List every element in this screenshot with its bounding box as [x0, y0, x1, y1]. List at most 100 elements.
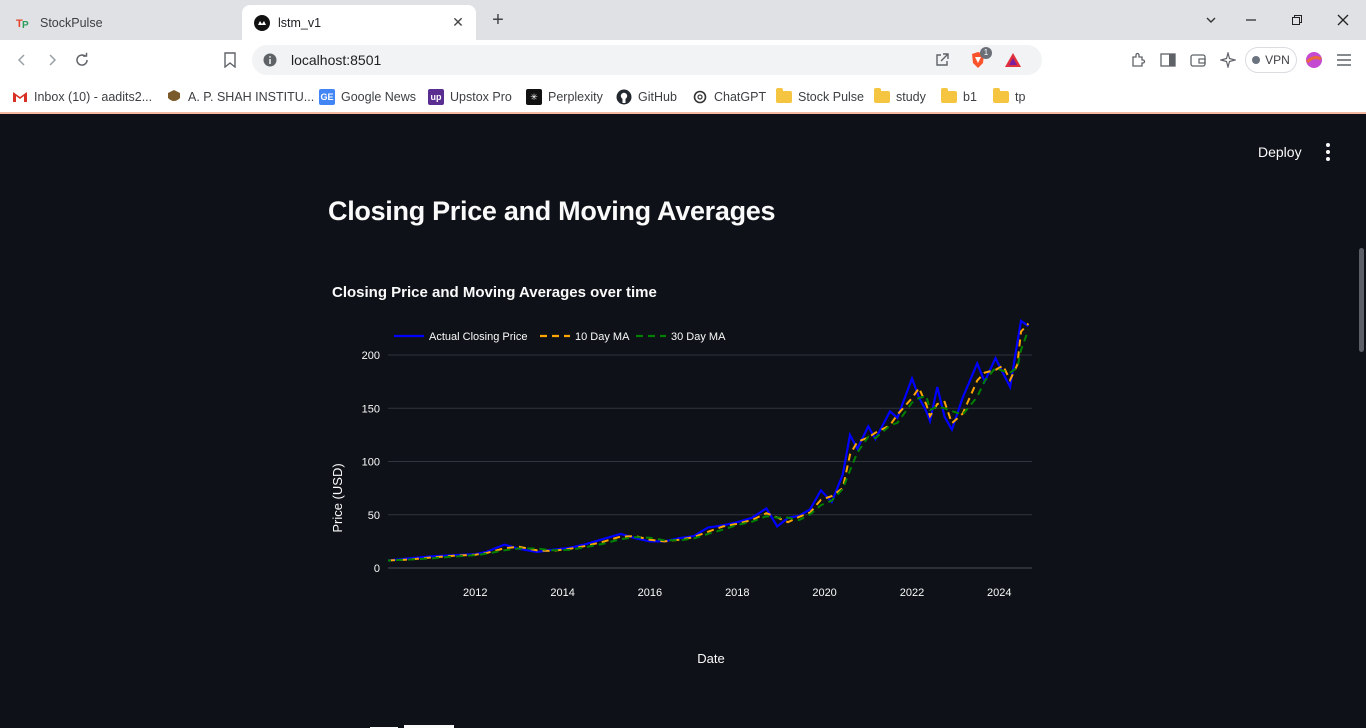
institute-icon	[166, 89, 182, 105]
main-menu-icon[interactable]	[1318, 142, 1338, 162]
bookmark-github[interactable]: GitHub	[616, 87, 677, 107]
share-icon[interactable]	[932, 50, 952, 70]
minimize-icon[interactable]	[1239, 8, 1263, 32]
price-chart[interactable]: Closing Price and Moving Averages over t…	[328, 274, 1040, 674]
streamlit-favicon-icon	[254, 14, 270, 31]
gmail-icon	[12, 89, 28, 105]
chart-gridlines	[388, 354, 1032, 569]
wallet-icon[interactable]	[1187, 49, 1209, 71]
bookmark-label: b1	[963, 90, 977, 104]
y-axis-ticks: 0 50 100 150 200	[362, 350, 380, 575]
x-axis-label: Date	[697, 651, 724, 666]
x-tick-label: 2020	[812, 587, 836, 599]
series-line-30-day-ma	[387, 329, 1030, 562]
perplexity-icon: ✳	[526, 89, 542, 105]
extensions-icon[interactable]	[1127, 49, 1149, 71]
restore-icon[interactable]	[1285, 8, 1309, 32]
next-section-heading-cutoff	[370, 720, 460, 728]
x-tick-label: 2016	[638, 587, 662, 599]
folder-icon	[776, 88, 792, 103]
bookmark-perplexity[interactable]: ✳ Perplexity	[526, 87, 603, 107]
bookmark-apshah[interactable]: A. P. SHAH INSTITU...	[166, 87, 314, 107]
close-window-icon[interactable]	[1331, 8, 1355, 32]
tab-title: lstm_v1	[278, 15, 322, 30]
new-tab-icon[interactable]: +	[492, 9, 504, 31]
forward-icon[interactable]	[40, 48, 64, 72]
bookmark-folder-study[interactable]: study	[874, 87, 926, 107]
legend-item-10-day-ma[interactable]: 10 Day MA	[540, 331, 630, 343]
bookmark-label: study	[896, 90, 926, 104]
bookmark-chatgpt[interactable]: ChatGPT	[692, 87, 766, 107]
chart-title: Closing Price and Moving Averages over t…	[332, 284, 657, 301]
bookmark-upstox[interactable]: up Upstox Pro	[428, 87, 512, 107]
legend-item-30-day-ma[interactable]: 30 Day MA	[636, 331, 726, 343]
x-tick-label: 2024	[987, 587, 1011, 599]
site-info-icon[interactable]	[260, 50, 280, 70]
y-axis-label: Price (USD)	[330, 463, 345, 532]
bookmark-label: ChatGPT	[714, 90, 767, 104]
legend-label: 30 Day MA	[671, 331, 726, 343]
price-chart-svg[interactable]: Closing Price and Moving Averages over t…	[328, 274, 1040, 674]
bookmark-page-icon[interactable]	[218, 48, 242, 72]
brave-rewards-icon[interactable]	[1003, 50, 1023, 70]
tab-search-chevron-icon[interactable]	[1199, 8, 1223, 32]
address-bar[interactable]: localhost:8501 1	[252, 45, 1042, 75]
back-icon[interactable]	[10, 48, 34, 72]
github-icon	[616, 89, 632, 105]
bookmark-label: Stock Pulse	[798, 90, 865, 104]
bookmark-gmail[interactable]: Inbox (10) - aadits2...	[12, 87, 152, 107]
series-line-actual-closing-price	[387, 318, 1030, 562]
bookmark-label: Upstox Pro	[450, 90, 512, 104]
bookmark-label: Perplexity	[548, 90, 603, 104]
legend-label: Actual Closing Price	[429, 331, 527, 343]
folder-icon	[941, 88, 957, 103]
google-news-icon: GE	[319, 89, 335, 105]
x-tick-label: 2012	[463, 587, 487, 599]
bookmark-label: Google News	[341, 90, 417, 104]
profile-avatar-icon[interactable]	[1303, 49, 1325, 71]
bookmark-folder-stock-pulse[interactable]: Stock Pulse	[776, 87, 864, 107]
y-tick-label: 0	[374, 563, 380, 575]
page-title: Closing Price and Moving Averages	[328, 196, 776, 226]
bookmark-folder-tp[interactable]: tp	[993, 87, 1025, 107]
folder-icon	[993, 88, 1009, 103]
legend-item-actual-closing-price[interactable]: Actual Closing Price	[394, 331, 527, 343]
chatgpt-icon	[692, 89, 708, 105]
bookmark-google-news[interactable]: GE Google News	[319, 87, 416, 107]
bookmark-label: A. P. SHAH INSTITU...	[188, 90, 315, 104]
bookmark-folder-b1[interactable]: b1	[941, 87, 977, 107]
tab-title: StockPulse	[40, 15, 103, 30]
tab-lstm-v1[interactable]: lstm_v1 ✕	[242, 5, 476, 40]
y-tick-label: 150	[362, 403, 380, 415]
bookmark-label: Inbox (10) - aadits2...	[34, 90, 153, 104]
menu-hamburger-icon[interactable]	[1333, 49, 1355, 71]
x-tick-label: 2018	[725, 587, 749, 599]
vpn-button[interactable]: VPN	[1245, 47, 1297, 73]
deploy-button[interactable]: Deploy	[1258, 144, 1302, 160]
legend-label: 10 Day MA	[575, 331, 630, 343]
y-tick-label: 200	[362, 350, 380, 362]
sidebar-icon[interactable]	[1157, 49, 1179, 71]
vpn-label: VPN	[1265, 53, 1290, 67]
x-tick-label: 2014	[550, 587, 574, 599]
close-tab-icon[interactable]: ✕	[452, 14, 464, 30]
upstox-icon: up	[428, 89, 444, 105]
svg-text:P: P	[22, 20, 29, 31]
brave-shields-badge: 1	[980, 47, 992, 59]
y-tick-label: 100	[362, 457, 380, 469]
y-tick-label: 50	[368, 510, 380, 522]
chart-legend[interactable]: Actual Closing Price 10 Day MA 30 Day MA	[394, 331, 726, 343]
chart-plot-area[interactable]	[387, 318, 1030, 562]
vpn-status-icon	[1252, 56, 1261, 64]
reload-icon[interactable]	[70, 48, 94, 72]
url-text: localhost:8501	[291, 52, 382, 68]
streamlit-app: Deploy Closing Price and Moving Averages…	[0, 116, 1366, 728]
svg-text:T: T	[16, 18, 23, 30]
page-scrollbar[interactable]	[1359, 248, 1364, 352]
x-axis-ticks: 2012 2014 2016 2018 2020 2022 2024	[463, 587, 1011, 599]
bookmark-label: tp	[1015, 90, 1026, 104]
leo-ai-icon[interactable]	[1217, 49, 1239, 71]
